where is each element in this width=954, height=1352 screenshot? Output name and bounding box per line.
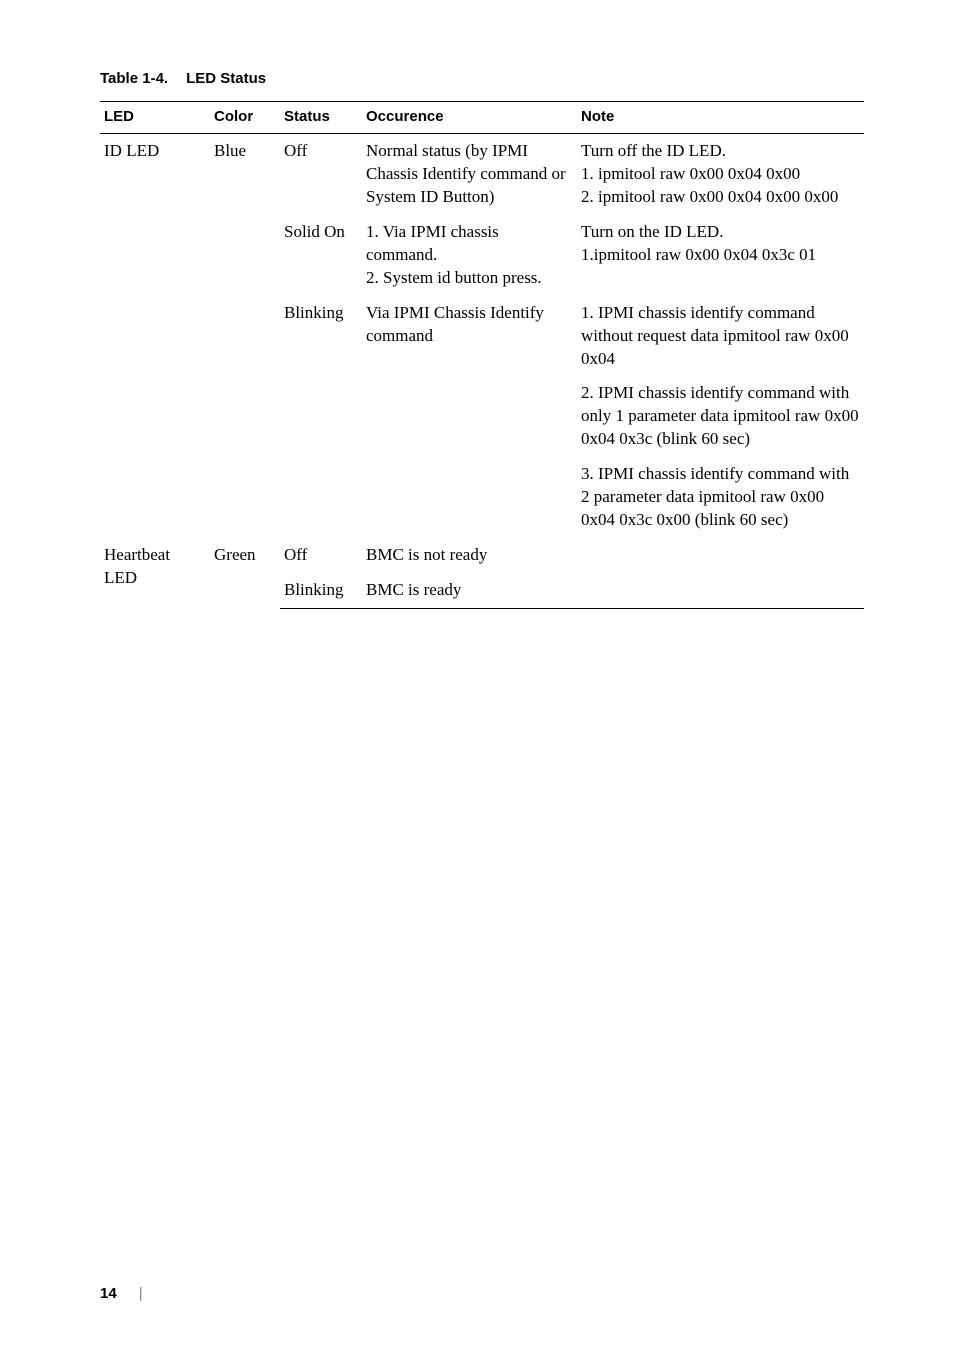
cell-color: [210, 296, 280, 377]
col-header-color: Color: [210, 102, 280, 134]
led-status-table: LED Color Status Occurence Note ID LED B…: [100, 101, 864, 609]
cell-led: ID LED: [100, 134, 210, 215]
cell-color: [210, 215, 280, 296]
table-header-row: LED Color Status Occurence Note: [100, 102, 864, 134]
table-row: Heartbeat LED Green Off BMC is not ready: [100, 538, 864, 573]
cell-occurence: Via IPMI Chassis Identify command: [362, 296, 577, 377]
table-number: Table 1-4.: [100, 70, 168, 87]
cell-note: [577, 538, 864, 573]
cell-status: Off: [280, 538, 362, 573]
cell-occurence: BMC is ready: [362, 573, 577, 608]
cell-status: [280, 457, 362, 538]
cell-color: Green: [210, 538, 280, 608]
cell-note: [577, 573, 864, 608]
cell-occurence: BMC is not ready: [362, 538, 577, 573]
col-header-status: Status: [280, 102, 362, 134]
col-header-led: LED: [100, 102, 210, 134]
cell-led: Heartbeat LED: [100, 538, 210, 608]
cell-note: Turn off the ID LED.1. ipmitool raw 0x00…: [577, 134, 864, 215]
page-number: 14: [100, 1285, 117, 1302]
cell-note: 3. IPMI chassis identify command with 2 …: [577, 457, 864, 538]
page-number-area: 14 |: [100, 1285, 143, 1302]
table-row: 2. IPMI chassis identify command with on…: [100, 376, 864, 457]
cell-status: Blinking: [280, 573, 362, 608]
cell-occurence: [362, 457, 577, 538]
table-caption: Table 1-4. LED Status: [100, 70, 864, 87]
cell-led: [100, 296, 210, 377]
cell-status: Solid On: [280, 215, 362, 296]
cell-led: [100, 457, 210, 538]
cell-note: 2. IPMI chassis identify command with on…: [577, 376, 864, 457]
cell-status: Blinking: [280, 296, 362, 377]
cell-occurence: Normal status (by IPMI Chassis Identify …: [362, 134, 577, 215]
page-number-divider: |: [139, 1285, 143, 1302]
cell-note: Turn on the ID LED.1.ipmitool raw 0x00 0…: [577, 215, 864, 296]
page-content: Table 1-4. LED Status LED Color Status Oc…: [0, 0, 954, 649]
table-row: Blinking Via IPMI Chassis Identify comma…: [100, 296, 864, 377]
table-row: 3. IPMI chassis identify command with 2 …: [100, 457, 864, 538]
cell-occurence: [362, 376, 577, 457]
table-row: Solid On 1. Via IPMI chassis command.2. …: [100, 215, 864, 296]
cell-color: [210, 457, 280, 538]
col-header-occurence: Occurence: [362, 102, 577, 134]
cell-note: 1. IPMI chassis identify command without…: [577, 296, 864, 377]
table-row: ID LED Blue Off Normal status (by IPMI C…: [100, 134, 864, 215]
cell-color: [210, 376, 280, 457]
cell-color: Blue: [210, 134, 280, 215]
cell-status: [280, 376, 362, 457]
col-header-note: Note: [577, 102, 864, 134]
table-title: LED Status: [186, 70, 266, 87]
cell-led: [100, 376, 210, 457]
cell-status: Off: [280, 134, 362, 215]
cell-occurence: 1. Via IPMI chassis command.2. System id…: [362, 215, 577, 296]
cell-led: [100, 215, 210, 296]
